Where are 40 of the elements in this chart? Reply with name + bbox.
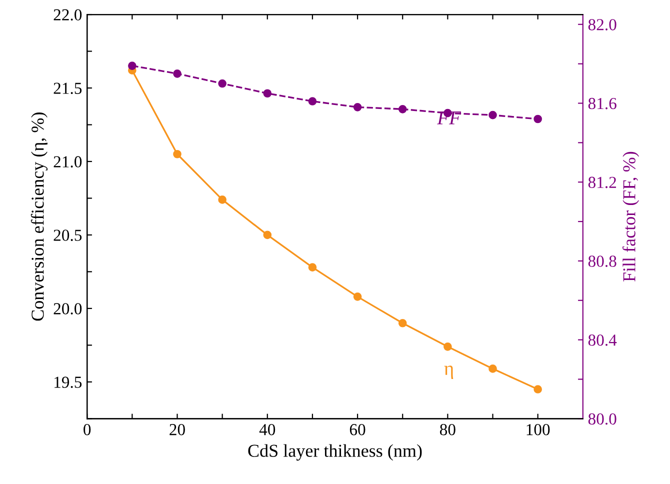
x-tick-label: 100 (526, 424, 550, 436)
y-tick-label: 20.0 (54, 303, 82, 314)
point (263, 230, 272, 240)
y2-tick-label: 80.0 (588, 413, 616, 425)
y-tick-label: 20.5 (54, 230, 82, 241)
point (488, 110, 497, 120)
x-axis-title: CdS layer thikness (nm) (248, 444, 422, 461)
point (308, 263, 317, 272)
annotation: η (444, 366, 454, 379)
point (173, 150, 182, 158)
y-axis-title: Conversion efficiency (η, %) (30, 112, 48, 321)
point (534, 114, 542, 124)
point (398, 318, 407, 328)
point (218, 196, 226, 204)
y-tick-label: 21.5 (54, 82, 82, 94)
point (444, 342, 452, 351)
point (353, 103, 362, 112)
point (534, 385, 542, 394)
y2-tick-label: 81.6 (588, 98, 616, 110)
point (173, 69, 182, 78)
y2-tick-label: 81.2 (588, 176, 616, 188)
y-tick-label: 22.0 (54, 9, 82, 21)
x-tick-label: 40 (259, 424, 276, 436)
y2-axis-title: Fill factor (FF, %) (622, 152, 640, 282)
y2-tick-label: 80.4 (588, 334, 617, 346)
x-tick-label: 60 (350, 424, 366, 436)
point (398, 104, 407, 114)
y-tick-label: 19.5 (54, 376, 82, 388)
x-tick-label: 20 (170, 424, 185, 436)
point (128, 62, 136, 70)
y2-tick-label: 80.8 (588, 256, 616, 267)
x-tick-label: 80 (440, 424, 456, 436)
x-tick-label: 0 (84, 424, 91, 436)
y-tick-label: 21.0 (54, 156, 82, 168)
point (263, 89, 272, 98)
point (488, 364, 497, 373)
y2-tick-label: 82.0 (588, 19, 616, 30)
point (353, 292, 362, 301)
point (308, 97, 317, 106)
point (218, 79, 226, 88)
